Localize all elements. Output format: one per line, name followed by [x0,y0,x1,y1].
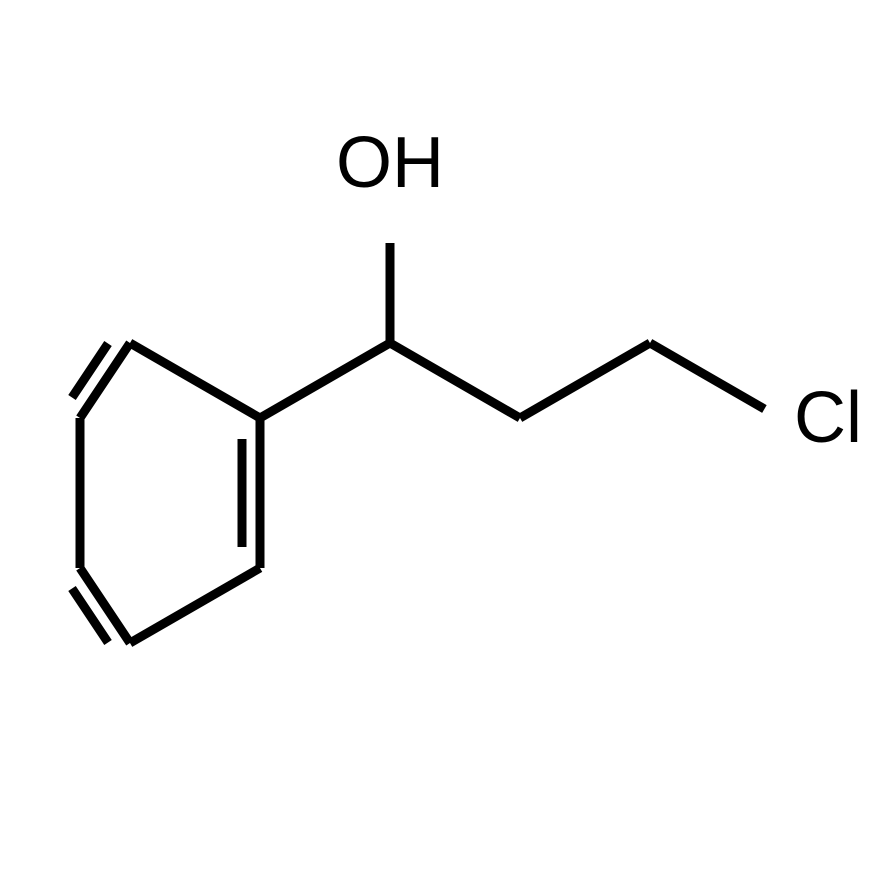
atom-label: Cl [794,378,862,458]
atom-label: OH [336,123,444,203]
molecule-diagram: Cl OH [0,0,890,890]
